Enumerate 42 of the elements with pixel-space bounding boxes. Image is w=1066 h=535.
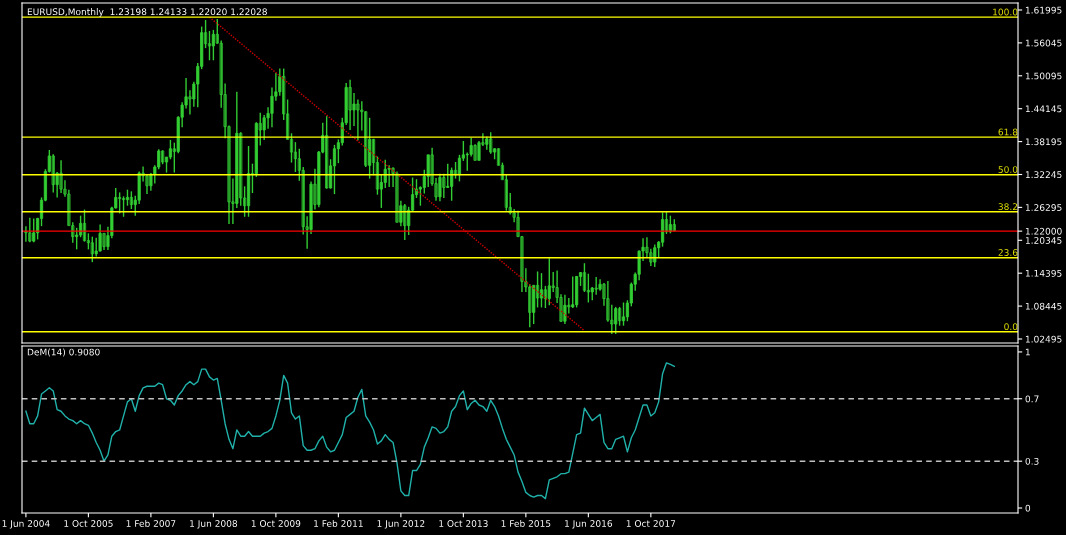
chart-title: DeM(14) 0.9080	[27, 348, 100, 357]
candlestick	[157, 148, 161, 170]
y-tick-label: 0.7	[1025, 395, 1039, 403]
candlestick	[547, 257, 551, 306]
x-tick-label: 1 Feb 2011	[314, 519, 363, 527]
candlestick	[403, 203, 407, 241]
y-tick-label: 1.22000	[1025, 227, 1062, 235]
candlestick	[51, 153, 55, 194]
y-tick-label: 1.20345	[1025, 237, 1062, 244]
annotation: 38.2	[998, 203, 1018, 211]
y-tick-label: 1.61995	[1025, 6, 1062, 14]
y-tick-label: 1	[1025, 348, 1030, 356]
x-tick-label: 1 Jun 2016	[565, 520, 613, 529]
y-tick-label: 1.44145	[1025, 105, 1062, 113]
candlestick	[614, 306, 618, 335]
line-series	[25, 362, 675, 500]
y-tick-label: 1.08445	[1025, 302, 1062, 310]
y-tick-label: 1.02495	[1025, 335, 1062, 343]
candlestick	[594, 276, 598, 296]
text: EURUSD,Monthly 1.23198 1.24133 1.22020 1.22028	[27, 8, 267, 17]
y-tick-label: 1.14395	[1025, 269, 1062, 277]
y-tick-label: 1.32245	[1025, 171, 1062, 179]
candlestick	[90, 235, 94, 263]
y-tick-label: 1.38195	[1025, 138, 1062, 146]
candlestick	[387, 164, 391, 188]
x-tick-label: 1 Oct 2005	[64, 520, 113, 527]
x-tick-label: 1 Feb 2015	[501, 519, 551, 527]
x-tick-label: 1 Oct 2013	[439, 520, 488, 527]
x-tick-label: 1 Jun 2008	[190, 520, 238, 529]
y-tick-label: 1.50095	[1025, 72, 1062, 80]
x-tick-label: 1 Oct 2009	[251, 520, 301, 527]
y-tick-label: 0	[1025, 504, 1031, 512]
y-tick-label: 1.26295	[1025, 204, 1062, 211]
y-tick-label: 0.3	[1025, 457, 1039, 465]
candlestick	[653, 243, 657, 268]
candlestick	[32, 217, 36, 243]
x-tick-label: 1 Feb 2007	[126, 519, 176, 527]
x-tick-label: 1 Jun 2004	[2, 520, 50, 529]
candlestick	[489, 131, 493, 155]
x-tick-label: 1 Oct 2017	[626, 520, 676, 527]
x-tick-label: 1 Jun 2012	[377, 520, 425, 529]
y-tick-label: 1.56045	[1025, 39, 1062, 47]
